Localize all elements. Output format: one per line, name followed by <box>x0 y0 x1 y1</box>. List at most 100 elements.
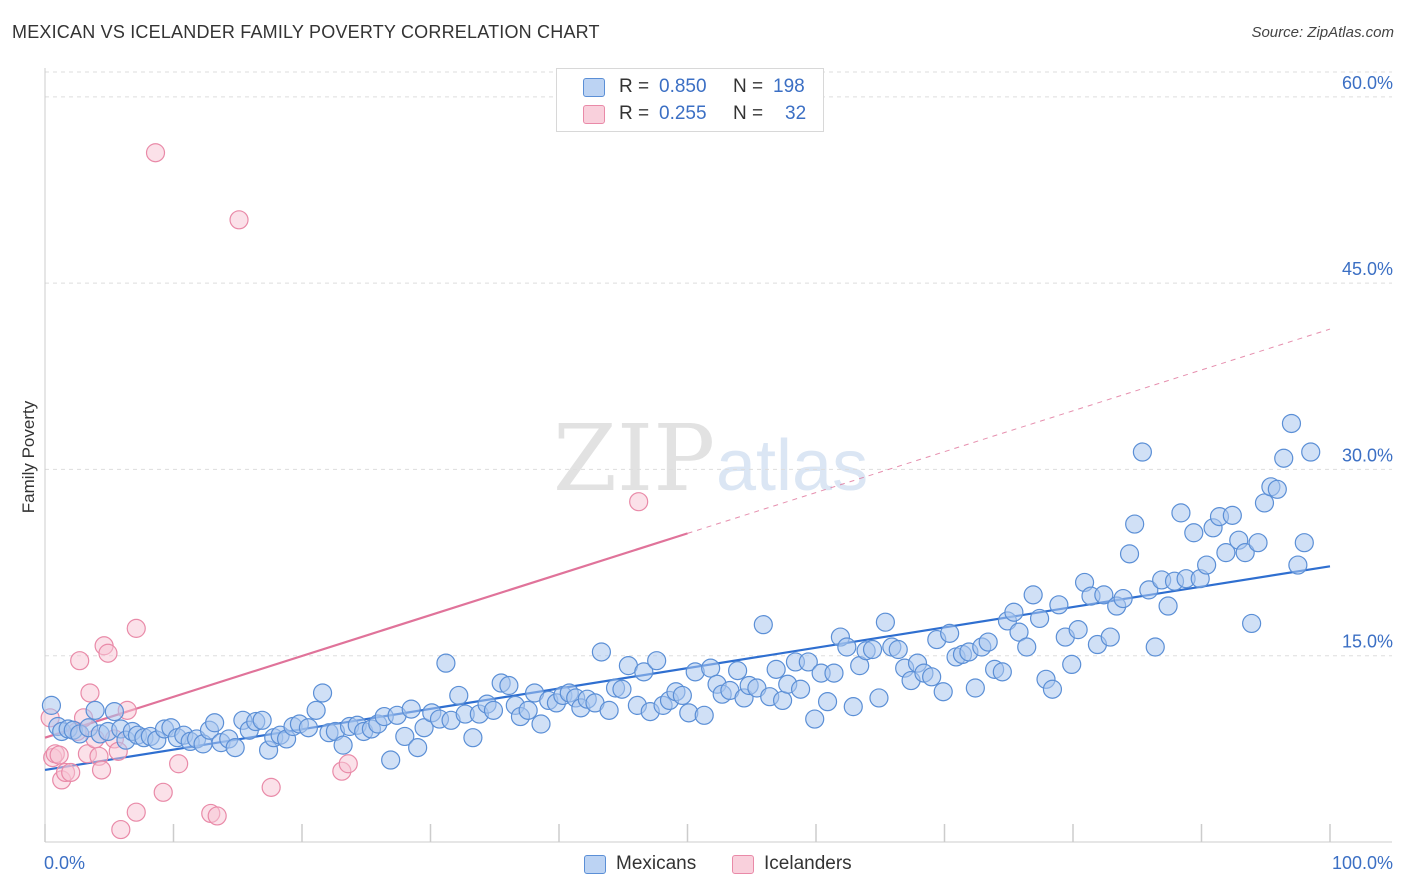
mexican-point <box>312 683 333 703</box>
mexican-point <box>1145 637 1165 657</box>
mexican-point <box>1009 622 1029 642</box>
mexican-point <box>869 688 889 708</box>
mexican-point <box>1281 413 1302 434</box>
mexican-point <box>965 678 985 698</box>
mexican-point <box>1222 505 1242 525</box>
mexican-point <box>790 679 811 699</box>
mexican-point <box>1023 585 1043 605</box>
mexican-point <box>978 632 998 652</box>
mexican-point <box>1216 543 1236 563</box>
mexican-point <box>728 661 748 681</box>
mexican-point <box>85 700 105 720</box>
mexican-point <box>1294 533 1314 553</box>
mexican-point <box>1042 679 1063 699</box>
mexican-point <box>1301 442 1321 462</box>
mexican-point <box>1254 493 1275 513</box>
mexican-point <box>104 701 124 722</box>
mexican-point <box>837 637 857 657</box>
icelander-point <box>111 819 131 840</box>
legend-n-label: N = <box>733 103 764 124</box>
legend-swatch-icelanders <box>583 104 605 124</box>
icelander-point <box>98 643 118 663</box>
bottom-swatch-mexicans <box>584 854 606 874</box>
mexican-point <box>518 700 538 720</box>
mexican-point <box>499 675 519 696</box>
mexican-point <box>1267 479 1287 499</box>
icelander-point <box>61 762 81 783</box>
legend-row-mexicans: R = 0.850 N = 198 <box>583 75 805 99</box>
mexican-point <box>449 685 469 706</box>
icelander-point <box>80 683 100 703</box>
mexican-point <box>463 728 483 748</box>
mexican-point <box>1139 580 1159 600</box>
legend-r-value: 0.850 <box>659 76 707 97</box>
mexican-point <box>1235 543 1255 563</box>
icelander-point <box>229 210 249 230</box>
y-tick-label: 45.0% <box>1342 259 1393 279</box>
mexican-point <box>1158 596 1178 616</box>
mexican-point <box>888 639 908 660</box>
icelander-point <box>70 651 90 671</box>
mexican-point <box>1288 555 1308 575</box>
legend: R = 0.850 N = 198 R = 0.255 N = 32 <box>556 68 824 132</box>
mexican-point <box>1184 523 1204 543</box>
legend-n-value: 198 <box>773 76 805 97</box>
bottom-label-icelanders: Icelanders <box>764 853 852 874</box>
mexican-point <box>436 653 456 673</box>
mexican-point <box>414 718 434 738</box>
mexican-point <box>992 662 1012 682</box>
mexican-point <box>1017 637 1037 657</box>
mexican-point <box>1068 620 1088 640</box>
mexican-point <box>1062 654 1082 675</box>
bottom-swatch-icelanders <box>732 854 754 874</box>
mexican-point <box>753 615 773 635</box>
mexican-point <box>401 699 421 719</box>
mexican-point <box>381 750 401 770</box>
mexican-point <box>1242 613 1262 634</box>
mexican-point <box>1004 602 1024 622</box>
y-axis-label: Family Poverty <box>19 400 38 513</box>
mexican-point <box>694 705 714 725</box>
mexican-point <box>634 662 654 682</box>
icelander-point <box>629 492 649 512</box>
mexican-point <box>205 713 225 733</box>
tick-labels: 15.0% 30.0% 45.0% 60.0% 0.0% 100.0% Family Pov… <box>19 73 1393 873</box>
icelander-point <box>338 754 358 774</box>
mexican-point <box>1248 533 1268 553</box>
mexican-point <box>933 682 953 702</box>
icelander-point <box>126 802 146 822</box>
icelander-point <box>169 754 189 774</box>
grid <box>45 71 1392 657</box>
mexican-point <box>599 700 619 720</box>
mexican-point <box>798 652 818 672</box>
mexican-point <box>672 685 692 706</box>
mexican-point <box>483 700 504 720</box>
mexican-point <box>1119 544 1140 564</box>
icelander-point <box>261 777 281 797</box>
legend-row-icelanders: R = 0.255 N = 32 <box>583 102 806 126</box>
mexican-point <box>1113 588 1133 609</box>
mexican-point <box>41 695 62 715</box>
mexican-point <box>817 692 838 712</box>
mexican-point <box>766 659 786 679</box>
mexican-point <box>701 658 721 678</box>
legend-n-label: N = <box>733 76 764 97</box>
chart-title: MEXICAN VS ICELANDER FAMILY POVERTY CORR… <box>12 22 600 42</box>
mexican-point <box>1274 448 1294 468</box>
trend-line-solid-1 <box>44 532 688 739</box>
mexican-point <box>647 651 667 671</box>
bottom-legend-mexicans: Mexicans <box>584 851 696 877</box>
mexican-point <box>252 710 272 730</box>
mexican-point <box>298 718 319 738</box>
mexican-point <box>225 738 245 758</box>
mexican-point <box>843 697 863 717</box>
bottom-legend-icelanders: Icelanders <box>732 851 852 877</box>
mexican-point <box>1049 595 1069 615</box>
watermark-atlas: atlas <box>716 426 868 506</box>
mexican-point <box>1100 627 1120 647</box>
icelander-point <box>91 760 112 780</box>
mexican-point <box>1132 442 1152 462</box>
legend-swatch-mexicans <box>583 77 605 97</box>
legend-r-label: R = <box>619 103 650 124</box>
x-tick-label-max: 100.0% <box>1332 853 1393 873</box>
